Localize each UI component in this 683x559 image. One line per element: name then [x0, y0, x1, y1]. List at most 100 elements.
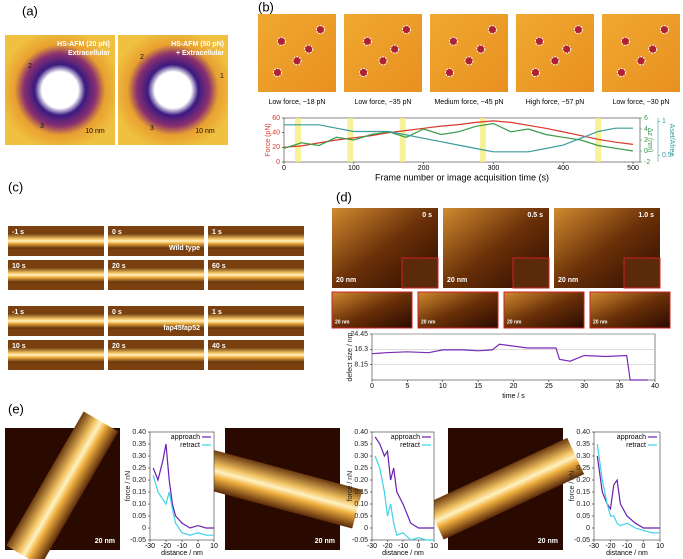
- time-label: 1.0 s: [638, 212, 654, 219]
- scale-bar: 10 nm: [85, 128, 105, 135]
- series-line: [152, 443, 214, 529]
- y-tick-label: 40: [272, 130, 280, 137]
- y2-tick-label: 2: [644, 137, 648, 144]
- arrow-label: 2: [28, 63, 32, 70]
- y-tick-label: 0.30: [576, 453, 590, 460]
- time-label: 40 s: [212, 343, 226, 350]
- afm-image: [516, 14, 594, 92]
- y-tick-label: 0.25: [354, 465, 368, 472]
- panel-label: (d): [336, 189, 352, 204]
- x-tick-label: 10: [210, 543, 218, 550]
- molecule: [273, 68, 282, 77]
- x-tick-label: 0: [642, 543, 646, 550]
- y-tick-label: 0.05: [576, 513, 590, 520]
- y-tick-label: 0.25: [576, 465, 590, 472]
- filament: [6, 411, 119, 559]
- afm-image: [5, 35, 115, 145]
- arrow-label: 1: [220, 73, 224, 80]
- image-caption: Low force, ~18 pN: [268, 99, 325, 106]
- highlight: [479, 118, 486, 162]
- x-tick-label: 15: [474, 383, 482, 390]
- y-tick-label: 0.05: [354, 513, 368, 520]
- x-tick-label: 20: [510, 383, 518, 390]
- molecule: [401, 25, 411, 35]
- image-label: + Extracellular: [176, 50, 224, 57]
- afm-image: [602, 14, 680, 92]
- x-tick-label: -20: [161, 543, 171, 550]
- series-line: [596, 443, 660, 534]
- x-tick-label: 0: [196, 543, 200, 550]
- scale-bar: 20 nm: [95, 538, 115, 545]
- panel-b: (b) Low force, ~18 pN Low force, ~35 pN Me…: [258, 0, 680, 182]
- panel-label: (c): [8, 179, 23, 194]
- molecule: [636, 56, 646, 66]
- y-tick-label: 20: [272, 144, 280, 151]
- molecule: [531, 68, 540, 77]
- image-caption: Low force, ~35 pN: [354, 99, 411, 106]
- filament: [8, 267, 104, 283]
- time-label: 20 s: [112, 263, 126, 270]
- filament: [208, 233, 304, 249]
- filament: [202, 449, 363, 529]
- time-label: 10 s: [12, 263, 26, 270]
- series-line: [284, 124, 633, 153]
- x-tick-label: 10: [656, 543, 664, 550]
- filament: [8, 233, 104, 249]
- y-tick-label: 0.10: [132, 501, 146, 508]
- x-tick-label: -10: [622, 543, 632, 550]
- molecule: [378, 56, 388, 66]
- afm-image: [589, 291, 671, 329]
- series-line: [374, 436, 434, 529]
- y-tick-label: 0.15: [132, 489, 146, 496]
- scale-bar: 20 nm: [315, 538, 335, 545]
- x-tick-label: 200: [418, 165, 430, 172]
- x-tick-label: -30: [367, 543, 377, 550]
- y-tick-label: 0.40: [132, 429, 146, 436]
- molecule: [362, 36, 372, 46]
- scale-bar: 10 nm: [195, 128, 215, 135]
- molecule: [304, 44, 314, 54]
- afm-image: [417, 291, 499, 329]
- legend-label: approach: [391, 434, 420, 441]
- inset: [401, 257, 439, 289]
- y3-axis-label: Aset/Afree: [668, 124, 675, 157]
- arrow-label: 3: [40, 123, 44, 130]
- filament: [208, 347, 304, 363]
- y2-tick-label: 0: [644, 148, 648, 155]
- filament-group: [426, 437, 585, 540]
- plot-area: [371, 333, 656, 381]
- y-tick-label: 0.25: [132, 465, 146, 472]
- image-caption: High force, ~57 pN: [526, 99, 585, 106]
- x-axis-label: distance / nm: [382, 550, 424, 557]
- molecule: [359, 68, 368, 77]
- afm-image: [503, 291, 585, 329]
- time-label: 10 s: [12, 343, 26, 350]
- scale-bar: 20 nm: [538, 538, 558, 545]
- y-axis-label: force / nN: [125, 471, 132, 501]
- scale-bar: 20 nm: [447, 277, 467, 284]
- legend-label: retract: [626, 442, 646, 449]
- filament: [426, 437, 585, 540]
- afm-image: [258, 14, 336, 92]
- image-label: HS-AFM (20 pN): [57, 41, 110, 48]
- time-label: 1 s: [212, 229, 222, 236]
- x-tick-label: 400: [557, 165, 569, 172]
- molecule: [390, 44, 400, 54]
- y2-tick-label: 4: [644, 126, 648, 133]
- y-tick-label: 0.35: [576, 441, 590, 448]
- y-tick-label: 0.05: [132, 513, 146, 520]
- filament: [208, 267, 304, 283]
- arrow-label: 3: [150, 125, 154, 132]
- y-axis-label: defect size / nm: [347, 332, 354, 381]
- series-line: [152, 475, 214, 536]
- time-label: 0 s: [422, 212, 432, 219]
- y-tick-label: 0: [276, 159, 280, 166]
- y-tick-label: 0.10: [354, 501, 368, 508]
- series-line: [283, 120, 634, 148]
- x-tick-label: 500: [627, 165, 639, 172]
- y-tick-label: 0.15: [576, 489, 590, 496]
- time-label: 0.5 s: [527, 212, 543, 219]
- y-tick-label: 24.45: [350, 331, 368, 338]
- molecule: [276, 36, 286, 46]
- y-tick-label: 0.20: [576, 477, 590, 484]
